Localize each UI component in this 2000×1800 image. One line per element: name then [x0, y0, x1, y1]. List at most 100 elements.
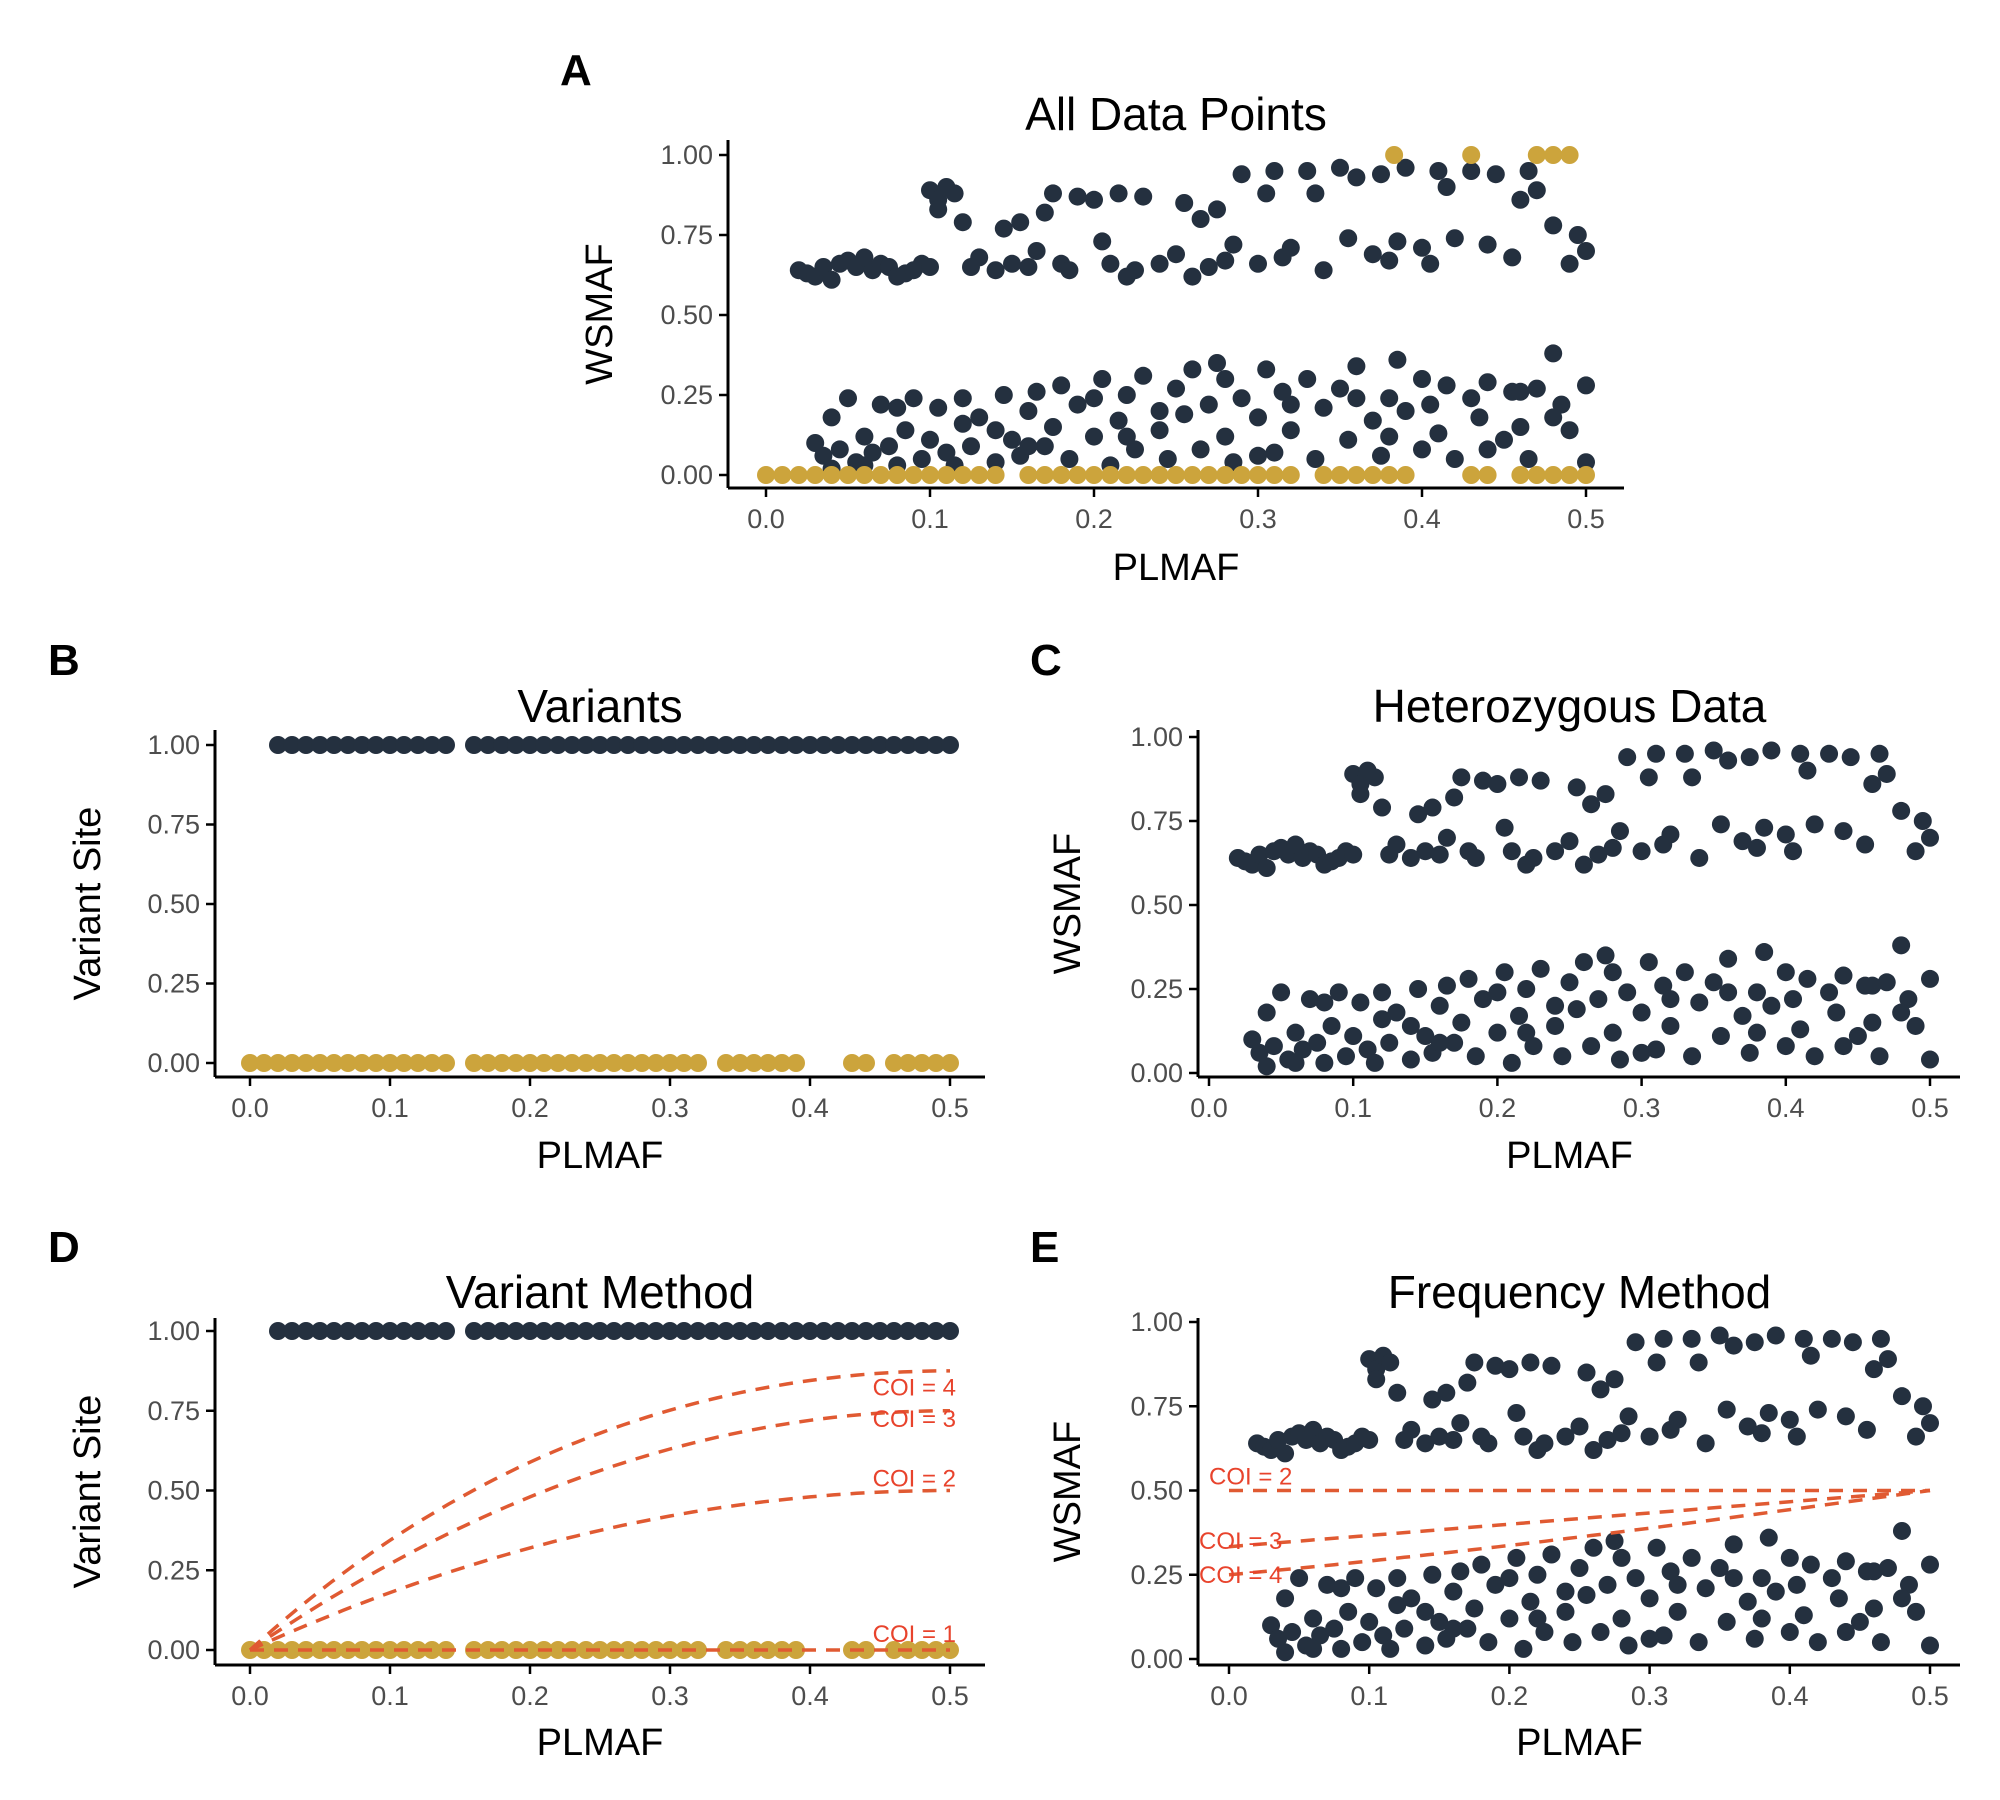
- data-point: [1733, 832, 1752, 851]
- data-point: [1380, 1033, 1399, 1052]
- data-point: [1511, 382, 1530, 401]
- data-point: [1827, 1003, 1846, 1022]
- data-point: [1019, 258, 1038, 276]
- data-point: [913, 1054, 931, 1072]
- data-point: [563, 1054, 581, 1072]
- data-point: [1479, 1633, 1498, 1652]
- data-point: [1507, 1403, 1526, 1422]
- data-point: [1892, 1589, 1911, 1608]
- data-point: [1921, 1050, 1939, 1069]
- y-tick-label: 0.75: [1130, 806, 1183, 836]
- data-point: [549, 1641, 567, 1659]
- data-point: [1527, 466, 1546, 484]
- data-point: [1589, 990, 1608, 1009]
- data-point: [1546, 996, 1565, 1015]
- data-point: [1500, 1360, 1519, 1379]
- data-point: [814, 258, 833, 276]
- data-point: [839, 466, 857, 484]
- data-point: [1085, 389, 1103, 408]
- data-point: [647, 1641, 665, 1659]
- data-point: [801, 736, 819, 754]
- data-point: [1724, 1336, 1743, 1355]
- data-point: [857, 1322, 875, 1340]
- data-point: [1093, 232, 1112, 251]
- data-point: [1430, 1612, 1449, 1631]
- data-point: [1150, 421, 1169, 440]
- data-point: [1906, 1602, 1925, 1621]
- data-point: [1249, 254, 1267, 273]
- data-point: [1661, 1016, 1680, 1035]
- data-point: [353, 1054, 371, 1072]
- data-point: [1544, 216, 1563, 235]
- coi-curve-2: [249, 1488, 950, 1652]
- data-point: [297, 736, 315, 754]
- data-point: [1570, 1417, 1589, 1436]
- y-axis-title: WSMAF: [1047, 833, 1089, 974]
- data-point: [1878, 1559, 1897, 1578]
- data-point: [1511, 466, 1530, 484]
- x-tick-label: 0.5: [931, 1681, 969, 1711]
- data-point: [1689, 1353, 1708, 1372]
- data-point: [1363, 245, 1382, 264]
- data-point: [1286, 835, 1305, 854]
- data-point: [1668, 1410, 1687, 1429]
- data-point: [1027, 382, 1046, 401]
- data-point: [815, 1322, 833, 1340]
- x-tick-label: 0.5: [1911, 1093, 1949, 1123]
- data-point: [1374, 1626, 1393, 1645]
- data-point: [1306, 450, 1325, 468]
- data-point: [927, 736, 945, 754]
- data-point: [1466, 1047, 1485, 1066]
- x-tick-label: 0.3: [651, 1093, 689, 1123]
- data-point: [1619, 1636, 1638, 1655]
- data-point: [1216, 466, 1235, 484]
- data-point: [1850, 1612, 1869, 1631]
- data-point: [1306, 184, 1325, 203]
- data-point: [1500, 1569, 1519, 1588]
- data-point: [1385, 146, 1404, 164]
- y-axis-title: WSMAF: [579, 243, 621, 384]
- data-point: [1682, 1329, 1701, 1348]
- data-point: [921, 466, 939, 484]
- y-tick-label: 0.25: [147, 1555, 200, 1585]
- data-point: [1892, 936, 1911, 955]
- data-point: [1224, 235, 1243, 254]
- data-point: [283, 736, 301, 754]
- data-point: [1409, 980, 1428, 998]
- data-point: [1834, 966, 1853, 985]
- data-point: [1696, 1579, 1715, 1598]
- data-point: [1216, 251, 1235, 270]
- data-point: [297, 1054, 315, 1072]
- y-tick-label: 0.00: [147, 1048, 200, 1078]
- data-point: [1257, 1057, 1276, 1076]
- data-point: [1257, 360, 1276, 379]
- data-point: [661, 1322, 679, 1340]
- data-point: [1035, 437, 1054, 456]
- data-point: [1892, 1003, 1911, 1022]
- data-point: [1511, 190, 1530, 209]
- data-point: [1250, 845, 1269, 864]
- data-point: [815, 736, 833, 754]
- data-point: [1863, 976, 1882, 995]
- data-point: [1544, 344, 1563, 363]
- data-point: [1347, 168, 1366, 187]
- data-point: [381, 1322, 399, 1340]
- data-point: [1208, 200, 1226, 219]
- data-point: [1019, 466, 1038, 484]
- data-point: [619, 1322, 637, 1340]
- data-point: [465, 1322, 483, 1340]
- data-point: [806, 434, 825, 452]
- data-point: [1502, 842, 1521, 861]
- x-axis-title: PLMAF: [1516, 1722, 1643, 1764]
- data-point: [1003, 430, 1021, 449]
- data-point: [1752, 1569, 1771, 1588]
- data-point: [1388, 1569, 1407, 1588]
- data-point: [1315, 993, 1334, 1012]
- data-point: [1249, 466, 1267, 484]
- data-point: [1738, 1592, 1757, 1611]
- data-point: [269, 1322, 287, 1340]
- data-point: [1560, 832, 1579, 851]
- data-point: [1472, 1555, 1491, 1574]
- data-point: [1877, 764, 1896, 783]
